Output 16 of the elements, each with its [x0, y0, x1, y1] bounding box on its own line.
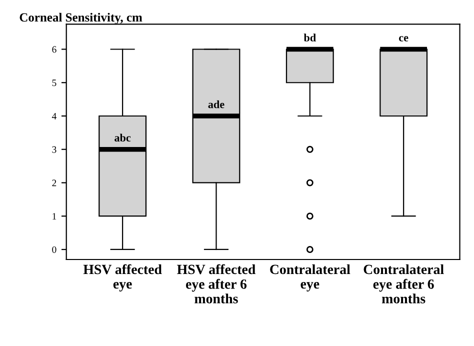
annotation: ade [208, 100, 224, 108]
annotation: bd [304, 34, 316, 42]
y-tick-label: 4 [52, 112, 56, 120]
y-tick-label: 0 [52, 246, 56, 253]
annotation: abc [114, 134, 131, 142]
y-tick-label: 6 [52, 46, 56, 53]
y-tick-label: 3 [52, 146, 56, 153]
x-tick-label: Contralateral eye [270, 264, 350, 292]
x-tick-label: HSV affected eye [83, 264, 162, 292]
annotation: ce [399, 36, 408, 42]
y-axis-title: Corneal Sensitivity, cm [20, 12, 142, 24]
y-tick-label: 1 [52, 213, 56, 220]
y-tick-label: 2 [52, 180, 56, 186]
x-tick-label: HSV affected eye after 6 months [177, 264, 256, 304]
x-tick-label: Contralateral eye after 6 months [364, 264, 444, 304]
y-tick-label: 5 [52, 80, 56, 86]
